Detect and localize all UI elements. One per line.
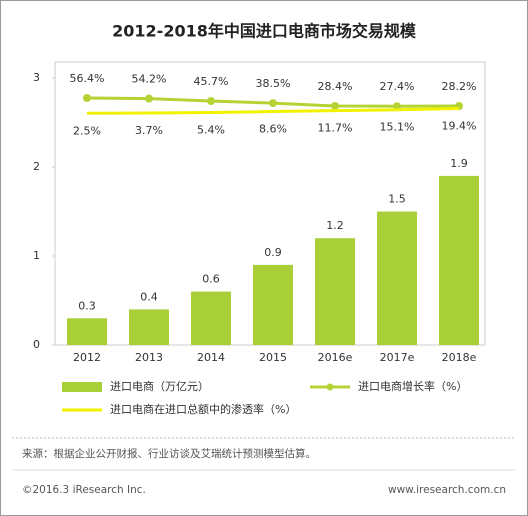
data-label: 28.4% [318, 80, 353, 93]
data-label: 0.4 [140, 290, 158, 303]
data-label: 28.2% [442, 80, 477, 93]
line [86, 106, 460, 115]
legend-label: 进口电商增长率（%） [358, 379, 467, 393]
data-label: 0.6 [202, 273, 220, 286]
bar [253, 264, 293, 345]
x-tick-label: 2017e [380, 351, 415, 364]
y-tick-label: 2 [33, 160, 40, 173]
bar [67, 318, 107, 345]
x-tick-label: 2014 [197, 351, 225, 364]
y-tick-label: 0 [33, 338, 40, 351]
bar [129, 309, 169, 345]
marker [145, 94, 153, 103]
marker [269, 99, 277, 108]
chart-title: 2012-2018年中国进口电商市场交易规模 [112, 22, 417, 41]
x-tick-label: 2013 [135, 351, 163, 364]
legend-marker [326, 383, 334, 391]
x-tick-label: 2012 [73, 351, 101, 364]
data-label: 0.9 [264, 246, 282, 259]
data-label: 3.7% [135, 124, 163, 137]
data-label: 56.4% [70, 72, 105, 85]
marker [331, 101, 339, 110]
data-label: 19.4% [442, 119, 477, 132]
data-label: 27.4% [380, 80, 415, 93]
data-label: 8.6% [259, 123, 287, 136]
bar [315, 238, 355, 345]
data-label: 2.5% [73, 124, 101, 137]
data-label: 54.2% [132, 73, 167, 86]
x-tick-label: 2016e [318, 351, 353, 364]
source: 来源：根据企业公开财报、行业访谈及艾瑞统计预测模型估算。 [22, 447, 316, 460]
x-tick-label: 2015 [259, 351, 287, 364]
legend-label: 进口电商（万亿元） [110, 379, 209, 393]
marker [207, 97, 215, 106]
x-tick-label: 2018e [442, 351, 477, 364]
data-label: 1.2 [326, 219, 344, 232]
website: www.iresearch.com.cn [388, 484, 506, 496]
data-label: 15.1% [380, 121, 415, 134]
data-label: 38.5% [256, 77, 291, 90]
data-label: 0.3 [78, 299, 96, 312]
data-label: 5.4% [197, 123, 225, 136]
y-tick-label: 3 [33, 71, 40, 84]
legend-swatch [62, 382, 102, 392]
marker [83, 94, 91, 103]
copyright: ©2016.3 iResearch Inc. [22, 484, 146, 496]
data-label: 11.7% [318, 122, 353, 135]
bar [439, 175, 479, 345]
legend-label: 进口电商在进口总额中的渗透率（%） [110, 402, 296, 416]
data-label: 45.7% [194, 75, 229, 88]
data-label: 1.9 [450, 157, 468, 170]
bar [377, 211, 417, 345]
bar [191, 291, 231, 345]
data-label: 1.5 [388, 193, 406, 206]
y-tick-label: 1 [33, 249, 40, 262]
